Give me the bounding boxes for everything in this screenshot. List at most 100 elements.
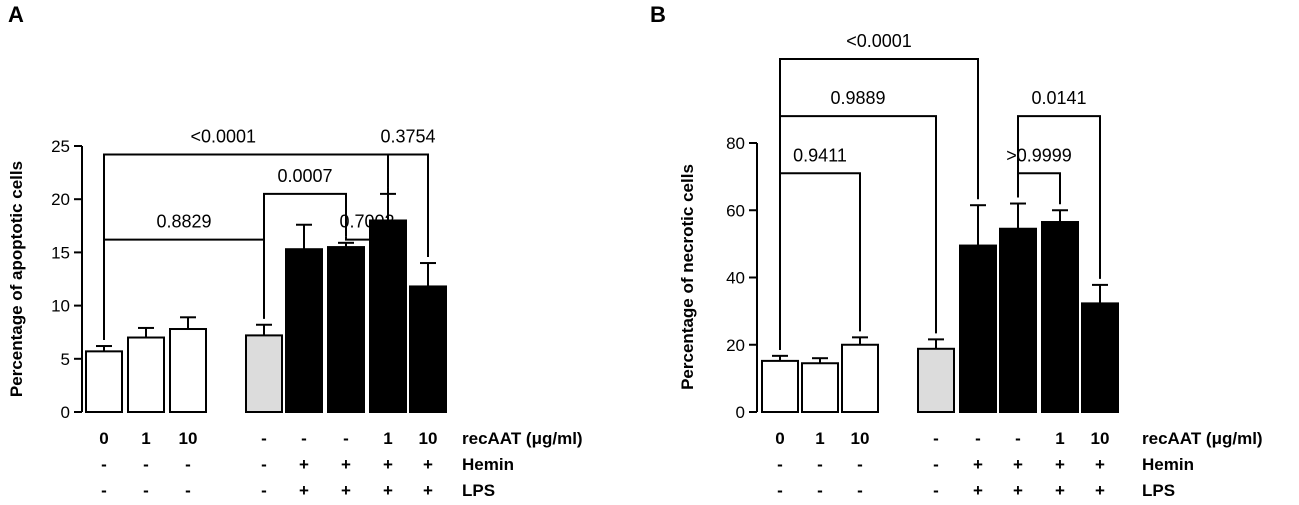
- hemin-condition-label: +: [299, 455, 309, 474]
- p-value-label: 0.9411: [793, 145, 847, 165]
- recaat-dose-label: 0: [99, 429, 108, 448]
- recaat-dose-label: 1: [1055, 429, 1064, 448]
- bar: [801, 362, 839, 413]
- recaat-dose-label: -: [1015, 429, 1021, 448]
- significance-bracket: [345, 187, 389, 241]
- significance-bracket: [103, 238, 265, 341]
- y-tick-label: 25: [51, 137, 70, 156]
- bar: [127, 336, 165, 413]
- p-value-label: >0.9999: [1006, 145, 1072, 165]
- lps-condition-label: -: [261, 481, 267, 500]
- row-label: LPS: [1142, 481, 1175, 500]
- hemin-condition-label: -: [857, 455, 863, 474]
- hemin-condition-label: -: [101, 455, 107, 474]
- hemin-condition-label: +: [1055, 455, 1065, 474]
- bar: [285, 248, 323, 413]
- recaat-dose-label: 10: [179, 429, 198, 448]
- lps-condition-label: +: [423, 481, 433, 500]
- p-value-label: <0.0001: [846, 31, 912, 51]
- recaat-dose-label: -: [343, 429, 349, 448]
- lps-condition-label: -: [777, 481, 783, 500]
- significance-bracket: [387, 153, 429, 258]
- recaat-dose-label: -: [261, 429, 267, 448]
- row-label: recAAT (μg/ml): [1142, 429, 1263, 448]
- recaat-dose-label: 10: [419, 429, 438, 448]
- y-tick-label: 80: [726, 134, 745, 153]
- lps-condition-label: +: [1095, 481, 1105, 500]
- lps-condition-label: -: [101, 481, 107, 500]
- bar: [245, 334, 283, 413]
- recaat-dose-label: -: [975, 429, 981, 448]
- hemin-condition-label: -: [143, 455, 149, 474]
- hemin-condition-label: +: [1013, 455, 1023, 474]
- y-axis-title: Percentage of necrotic cells: [678, 164, 697, 390]
- y-tick-label: 5: [61, 350, 70, 369]
- bar: [1041, 221, 1079, 413]
- hemin-condition-label: -: [817, 455, 823, 474]
- panel-letter-a: A: [8, 2, 24, 27]
- p-value-label: 0.0007: [277, 166, 332, 186]
- recaat-dose-label: 10: [1091, 429, 1110, 448]
- y-tick-label: 40: [726, 269, 745, 288]
- y-tick-label: 60: [726, 201, 745, 220]
- p-value-label: 0.8829: [156, 212, 211, 232]
- bar: [409, 285, 447, 413]
- lps-condition-label: -: [933, 481, 939, 500]
- y-tick-label: 20: [726, 336, 745, 355]
- row-label: Hemin: [462, 455, 514, 474]
- hemin-condition-label: -: [185, 455, 191, 474]
- p-value-label: 0.0141: [1031, 88, 1086, 108]
- lps-condition-label: -: [857, 481, 863, 500]
- lps-condition-label: -: [817, 481, 823, 500]
- hemin-condition-label: -: [261, 455, 267, 474]
- hemin-condition-label: +: [973, 455, 983, 474]
- recaat-dose-label: 1: [815, 429, 824, 448]
- lps-condition-label: -: [185, 481, 191, 500]
- bar: [959, 244, 997, 413]
- lps-condition-label: -: [143, 481, 149, 500]
- bar: [761, 359, 799, 414]
- recaat-dose-label: -: [933, 429, 939, 448]
- y-tick-label: 15: [51, 243, 70, 262]
- row-label: Hemin: [1142, 455, 1194, 474]
- chart-panel-necrotic: 0 20 40 60 80 Percentage of necrotic cells 0 - -…: [678, 31, 1263, 500]
- lps-condition-label: +: [973, 481, 983, 500]
- panel-letter-b: B: [650, 2, 666, 27]
- y-tick-label: 10: [51, 297, 70, 316]
- lps-condition-label: +: [341, 481, 351, 500]
- y-tick-label: 20: [51, 190, 70, 209]
- recaat-dose-label: 1: [383, 429, 392, 448]
- bar: [917, 347, 955, 414]
- recaat-dose-label: 10: [851, 429, 870, 448]
- p-value-label: 0.7002: [339, 212, 394, 232]
- lps-condition-label: +: [1013, 481, 1023, 500]
- hemin-condition-label: +: [1095, 455, 1105, 474]
- p-value-label: <0.0001: [190, 127, 256, 147]
- bar: [85, 350, 123, 413]
- y-axis-title: Percentage of apoptotic cells: [7, 161, 26, 397]
- bar: [1081, 302, 1119, 413]
- bar: [841, 343, 879, 413]
- hemin-condition-label: +: [383, 455, 393, 474]
- hemin-condition-label: -: [777, 455, 783, 474]
- significance-bracket: [779, 172, 861, 350]
- recaat-dose-label: -: [301, 429, 307, 448]
- y-tick-label: 0: [736, 403, 745, 422]
- lps-condition-label: +: [1055, 481, 1065, 500]
- recaat-dose-label: 1: [141, 429, 150, 448]
- bar: [369, 219, 407, 413]
- hemin-condition-label: +: [341, 455, 351, 474]
- bar: [999, 227, 1037, 413]
- bar: [327, 246, 365, 413]
- p-value-label: 0.9889: [830, 88, 885, 108]
- p-value-label: 0.3754: [380, 127, 435, 147]
- lps-condition-label: +: [383, 481, 393, 500]
- significance-bracket: [1017, 115, 1101, 279]
- recaat-dose-label: 0: [775, 429, 784, 448]
- lps-condition-label: +: [299, 481, 309, 500]
- y-tick-label: 0: [61, 403, 70, 422]
- significance-bracket: [1017, 172, 1061, 205]
- hemin-condition-label: +: [423, 455, 433, 474]
- row-label: LPS: [462, 481, 495, 500]
